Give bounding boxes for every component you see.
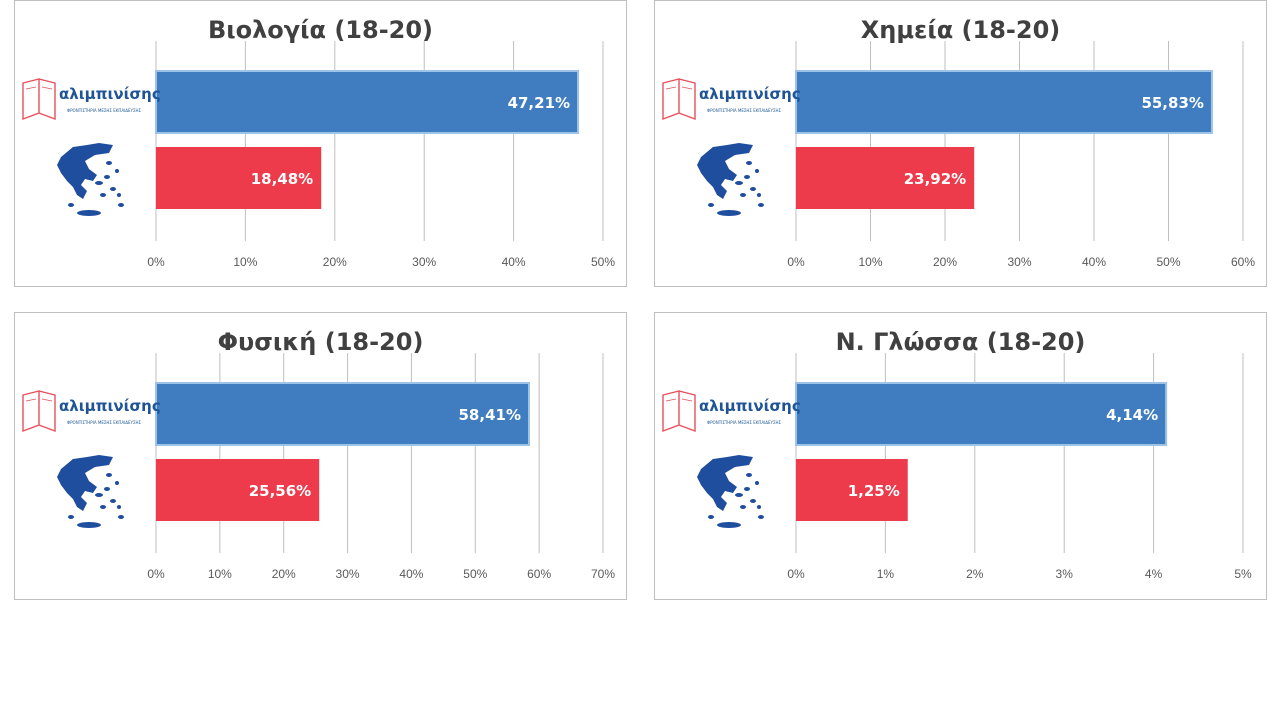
x-tick-label: 10% <box>208 567 232 581</box>
open-book-logo-icon <box>662 78 696 121</box>
x-tick-label: 60% <box>527 567 551 581</box>
chart-svg: Βιολογία (18-20) 0% 10% 20% 30% 40% 50% 47,21% 1… <box>22 16 615 269</box>
x-tick-label: 30% <box>1007 255 1031 269</box>
logo-icon: αλιμπινίσης ΦΡΟΝΤΙΣΤΗΡΙΑ ΜΕΣΗΣ ΕΚΠΑΙΔΕΥΣΗ… <box>22 78 161 121</box>
chart-panel-physics: Φυσική (18-20) 0% 10% 20% 30% 40% 50% 60% 70% 58,… <box>14 312 627 600</box>
chart-svg: Ν. Γλώσσα (18-20) 0% 1% 2% 3% 4% 5% 4,14% 1,25% α… <box>662 328 1252 581</box>
logo-icon: αλιμπινίσης ΦΡΟΝΤΙΣΤΗΡΙΑ ΜΕΣΗΣ ΕΚΠΑΙΔΕΥΣΗ… <box>662 390 801 433</box>
data-label: 23,92% <box>904 170 966 188</box>
data-label: 18,48% <box>251 170 313 188</box>
x-tick-label: 1% <box>877 567 895 581</box>
logo-name: αλιμπινίσης <box>699 397 801 415</box>
bar-school <box>155 382 530 446</box>
logo-icon: αλιμπινίσης ΦΡΟΝΤΙΣΤΗΡΙΑ ΜΕΣΗΣ ΕΚΠΑΙΔΕΥΣΗ… <box>662 78 801 121</box>
x-tick-label: 60% <box>1231 255 1255 269</box>
x-tick-label: 20% <box>933 255 957 269</box>
greece-map-icon <box>697 143 764 216</box>
x-tick-label: 50% <box>1156 255 1180 269</box>
x-tick-label: 0% <box>147 567 165 581</box>
greece-map-icon <box>57 143 124 216</box>
chart-title: Βιολογία (18-20) <box>208 16 433 44</box>
open-book-logo-icon <box>662 390 696 433</box>
x-tick-label: 0% <box>147 255 165 269</box>
data-label: 47,21% <box>508 94 570 112</box>
x-tick-label: 10% <box>233 255 257 269</box>
data-label: 1,25% <box>848 482 900 500</box>
greece-map-icon <box>57 455 124 528</box>
logo-subtitle: ΦΡΟΝΤΙΣΤΗΡΙΑ ΜΕΣΗΣ ΕΚΠΑΙΔΕΥΣΗΣ <box>707 108 782 113</box>
bar-school <box>155 70 580 134</box>
logo-subtitle: ΦΡΟΝΤΙΣΤΗΡΙΑ ΜΕΣΗΣ ΕΚΠΑΙΔΕΥΣΗΣ <box>67 420 142 425</box>
open-book-logo-icon <box>22 78 56 121</box>
data-label: 58,41% <box>459 406 521 424</box>
chart-title: Χημεία (18-20) <box>861 16 1061 44</box>
x-tick-label: 30% <box>412 255 436 269</box>
bar-national <box>796 459 908 521</box>
data-label: 25,56% <box>249 482 311 500</box>
bar-national <box>156 459 320 521</box>
x-tick-label: 30% <box>336 567 360 581</box>
x-tick-label: 70% <box>591 567 615 581</box>
x-tick-label: 3% <box>1056 567 1074 581</box>
data-label: 4,14% <box>1106 406 1158 424</box>
x-tick-label: 20% <box>323 255 347 269</box>
x-tick-label: 40% <box>502 255 526 269</box>
logo-subtitle: ΦΡΟΝΤΙΣΤΗΡΙΑ ΜΕΣΗΣ ΕΚΠΑΙΔΕΥΣΗΣ <box>67 108 142 113</box>
open-book-logo-icon <box>22 390 56 433</box>
bar-school <box>795 382 1168 446</box>
x-tick-label: 20% <box>272 567 296 581</box>
logo-subtitle: ΦΡΟΝΤΙΣΤΗΡΙΑ ΜΕΣΗΣ ΕΚΠΑΙΔΕΥΣΗΣ <box>707 420 782 425</box>
x-tick-label: 40% <box>1082 255 1106 269</box>
chart-svg: Φυσική (18-20) 0% 10% 20% 30% 40% 50% 60% 70% 58,… <box>22 328 615 581</box>
logo-name: αλιμπινίσης <box>59 397 161 415</box>
logo-name: αλιμπινίσης <box>59 85 161 103</box>
x-tick-label: 4% <box>1145 567 1163 581</box>
chart-panel-biology: Βιολογία (18-20) 0% 10% 20% 30% 40% 50% 47,21% 1… <box>14 0 627 287</box>
x-tick-label: 50% <box>463 567 487 581</box>
chart-svg: Χημεία (18-20) 0% 10% 20% 30% 40% 50% 60% 55,83%… <box>662 16 1255 269</box>
logo-name: αλιμπινίσης <box>699 85 801 103</box>
x-tick-label: 5% <box>1234 567 1252 581</box>
logo-icon: αλιμπινίσης ΦΡΟΝΤΙΣΤΗΡΙΑ ΜΕΣΗΣ ΕΚΠΑΙΔΕΥΣΗ… <box>22 390 161 433</box>
chart-panel-chemistry: Χημεία (18-20) 0% 10% 20% 30% 40% 50% 60% 55,83%… <box>654 0 1267 287</box>
x-tick-label: 40% <box>399 567 423 581</box>
bar-school <box>795 70 1213 134</box>
chart-title: Ν. Γλώσσα (18-20) <box>836 328 1086 356</box>
greece-map-icon <box>697 455 764 528</box>
x-tick-label: 10% <box>858 255 882 269</box>
x-tick-label: 50% <box>591 255 615 269</box>
bar-national <box>796 147 975 209</box>
chart-panel-greek-language: Ν. Γλώσσα (18-20) 0% 1% 2% 3% 4% 5% 4,14% 1,25% α… <box>654 312 1267 600</box>
chart-title: Φυσική (18-20) <box>218 328 424 356</box>
x-tick-label: 2% <box>966 567 984 581</box>
x-tick-label: 0% <box>787 567 805 581</box>
data-label: 55,83% <box>1141 94 1203 112</box>
bar-national <box>156 147 322 209</box>
x-tick-label: 0% <box>787 255 805 269</box>
